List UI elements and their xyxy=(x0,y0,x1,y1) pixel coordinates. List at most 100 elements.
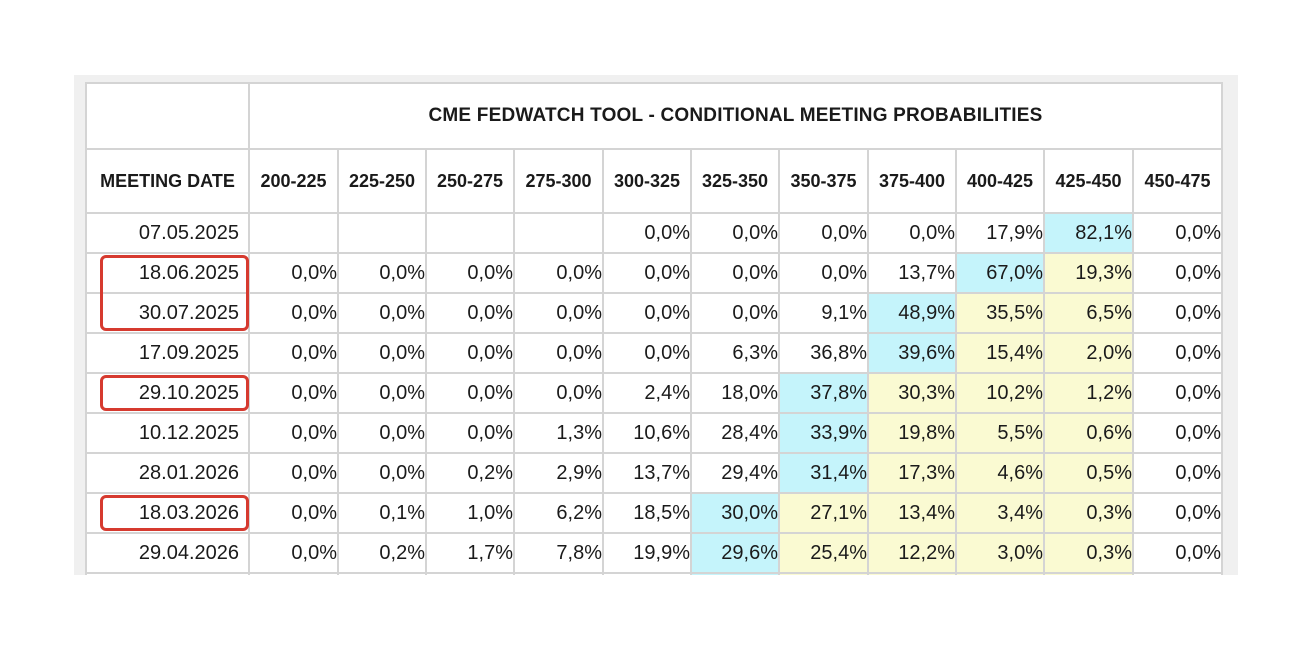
rate-range-header: 200-225 xyxy=(248,148,339,214)
probability-cell: 0,2% xyxy=(337,532,427,574)
meeting-date-cell: 29.10.2025 xyxy=(85,372,250,414)
table-row: 17.09.2025 0,0% 0,0% 0,0% 0,0% 0,0% 6,3% 36,8% 3… xyxy=(85,332,1223,374)
probability-cell: 13,7% xyxy=(867,252,957,294)
probability-cell: 2,0% xyxy=(1043,332,1134,374)
meeting-date-cell: 29.04.2026 xyxy=(85,532,250,574)
probability-cell: 19,3% xyxy=(1043,252,1134,294)
probability-cell: 0,0% xyxy=(425,252,515,294)
probability-cell: 13,7% xyxy=(602,452,692,494)
probability-cell: 0,0% xyxy=(690,252,780,294)
probability-cell: 2,9% xyxy=(513,452,604,494)
probability-cell: 0,0% xyxy=(425,372,515,414)
probability-cell: 3,4% xyxy=(955,492,1045,534)
rate-range-header: 425-450 xyxy=(1043,148,1134,214)
probability-cell: 0,0% xyxy=(1132,492,1223,534)
probability-cell: 0,1% xyxy=(337,492,427,534)
probability-cell: 5,5% xyxy=(955,412,1045,454)
corner-cell xyxy=(85,82,250,150)
probability-cell: 4,6% xyxy=(955,452,1045,494)
probability-cell: 0,0% xyxy=(337,292,427,334)
table-row xyxy=(85,572,1223,575)
probability-cell: 1,0% xyxy=(425,492,515,534)
probability-cell xyxy=(425,572,515,575)
probability-cell: 1,7% xyxy=(425,532,515,574)
probability-cell: 9,1% xyxy=(778,292,869,334)
probability-cell: 0,3% xyxy=(1043,492,1134,534)
probability-cell xyxy=(867,572,957,575)
probability-cell: 0,0% xyxy=(337,412,427,454)
probability-cell xyxy=(248,212,339,254)
table-row: 18.03.2026 0,0% 0,1% 1,0% 6,2% 18,5% 30,0% 27,1… xyxy=(85,492,1223,534)
probability-cell: 0,0% xyxy=(602,332,692,374)
probability-cell xyxy=(602,572,692,575)
rate-range-header: 225-250 xyxy=(337,148,427,214)
table-row: 30.07.2025 0,0% 0,0% 0,0% 0,0% 0,0% 0,0% 9,1% 48… xyxy=(85,292,1223,334)
probability-cell: 0,0% xyxy=(602,292,692,334)
probability-cell: 67,0% xyxy=(955,252,1045,294)
meeting-date-cell xyxy=(85,572,250,575)
table-row: 28.01.2026 0,0% 0,0% 0,2% 2,9% 13,7% 29,4% 31,4… xyxy=(85,452,1223,494)
probability-cell: 29,4% xyxy=(690,452,780,494)
probability-cell xyxy=(337,572,427,575)
probability-cell: 31,4% xyxy=(778,452,869,494)
probability-cell: 7,8% xyxy=(513,532,604,574)
probability-cell: 0,0% xyxy=(513,332,604,374)
rate-range-header: 325-350 xyxy=(690,148,780,214)
probability-cell: 0,0% xyxy=(248,412,339,454)
probability-cell: 0,0% xyxy=(248,372,339,414)
probability-cell: 0,2% xyxy=(425,452,515,494)
probability-cell: 28,4% xyxy=(690,412,780,454)
rate-range-header: 375-400 xyxy=(867,148,957,214)
probability-cell: 17,3% xyxy=(867,452,957,494)
table-row: 18.06.2025 0,0% 0,0% 0,0% 0,0% 0,0% 0,0% 0,0% 13… xyxy=(85,252,1223,294)
probability-cell: 18,0% xyxy=(690,372,780,414)
probability-cell: 19,9% xyxy=(602,532,692,574)
probability-cell: 10,6% xyxy=(602,412,692,454)
probability-cell: 15,4% xyxy=(955,332,1045,374)
probability-cell: 30,3% xyxy=(867,372,957,414)
probability-cell: 0,0% xyxy=(1132,252,1223,294)
probability-cell: 0,0% xyxy=(1132,412,1223,454)
probability-cell: 6,2% xyxy=(513,492,604,534)
probability-cell: 0,0% xyxy=(513,292,604,334)
meeting-date-cell: 18.06.2025 xyxy=(85,252,250,294)
probability-cell xyxy=(337,212,427,254)
rate-range-header: 450-475 xyxy=(1132,148,1223,214)
probability-cell: 0,0% xyxy=(248,332,339,374)
meeting-date-cell: 28.01.2026 xyxy=(85,452,250,494)
table-title: CME FEDWATCH TOOL - CONDITIONAL MEETING … xyxy=(248,82,1223,150)
fedwatch-table-frame: CME FEDWATCH TOOL - CONDITIONAL MEETING … xyxy=(74,75,1238,575)
probability-cell: 19,8% xyxy=(867,412,957,454)
title-row: CME FEDWATCH TOOL - CONDITIONAL MEETING … xyxy=(85,82,1223,150)
probability-cell: 0,0% xyxy=(1132,212,1223,254)
probability-cell: 30,0% xyxy=(690,492,780,534)
probability-cell: 0,0% xyxy=(1132,452,1223,494)
rate-range-header: 250-275 xyxy=(425,148,515,214)
meeting-date-cell: 30.07.2025 xyxy=(85,292,250,334)
probability-cell: 0,0% xyxy=(425,332,515,374)
probability-cell: 1,2% xyxy=(1043,372,1134,414)
meeting-date-cell: 18.03.2026 xyxy=(85,492,250,534)
probability-cell xyxy=(248,572,339,575)
probability-cell: 6,5% xyxy=(1043,292,1134,334)
probability-cell: 0,0% xyxy=(867,212,957,254)
meeting-date-cell: 17.09.2025 xyxy=(85,332,250,374)
probability-cell xyxy=(955,572,1045,575)
probability-cell: 17,9% xyxy=(955,212,1045,254)
probability-cell: 0,0% xyxy=(425,292,515,334)
table-row: 29.10.2025 0,0% 0,0% 0,0% 0,0% 2,4% 18,0% 37,8%… xyxy=(85,372,1223,414)
probability-cell: 36,8% xyxy=(778,332,869,374)
probability-cell xyxy=(425,212,515,254)
probability-cell: 48,9% xyxy=(867,292,957,334)
probability-cell: 0,0% xyxy=(1132,332,1223,374)
probability-cell: 0,5% xyxy=(1043,452,1134,494)
meeting-date-header: MEETING DATE xyxy=(85,148,250,214)
probability-cell xyxy=(1132,572,1223,575)
probability-cell: 0,0% xyxy=(248,452,339,494)
probability-cell: 0,0% xyxy=(248,492,339,534)
probability-cell: 29,6% xyxy=(690,532,780,574)
probability-cell: 37,8% xyxy=(778,372,869,414)
probability-cell: 0,0% xyxy=(248,292,339,334)
probability-cell: 0,0% xyxy=(337,372,427,414)
probability-cell: 10,2% xyxy=(955,372,1045,414)
